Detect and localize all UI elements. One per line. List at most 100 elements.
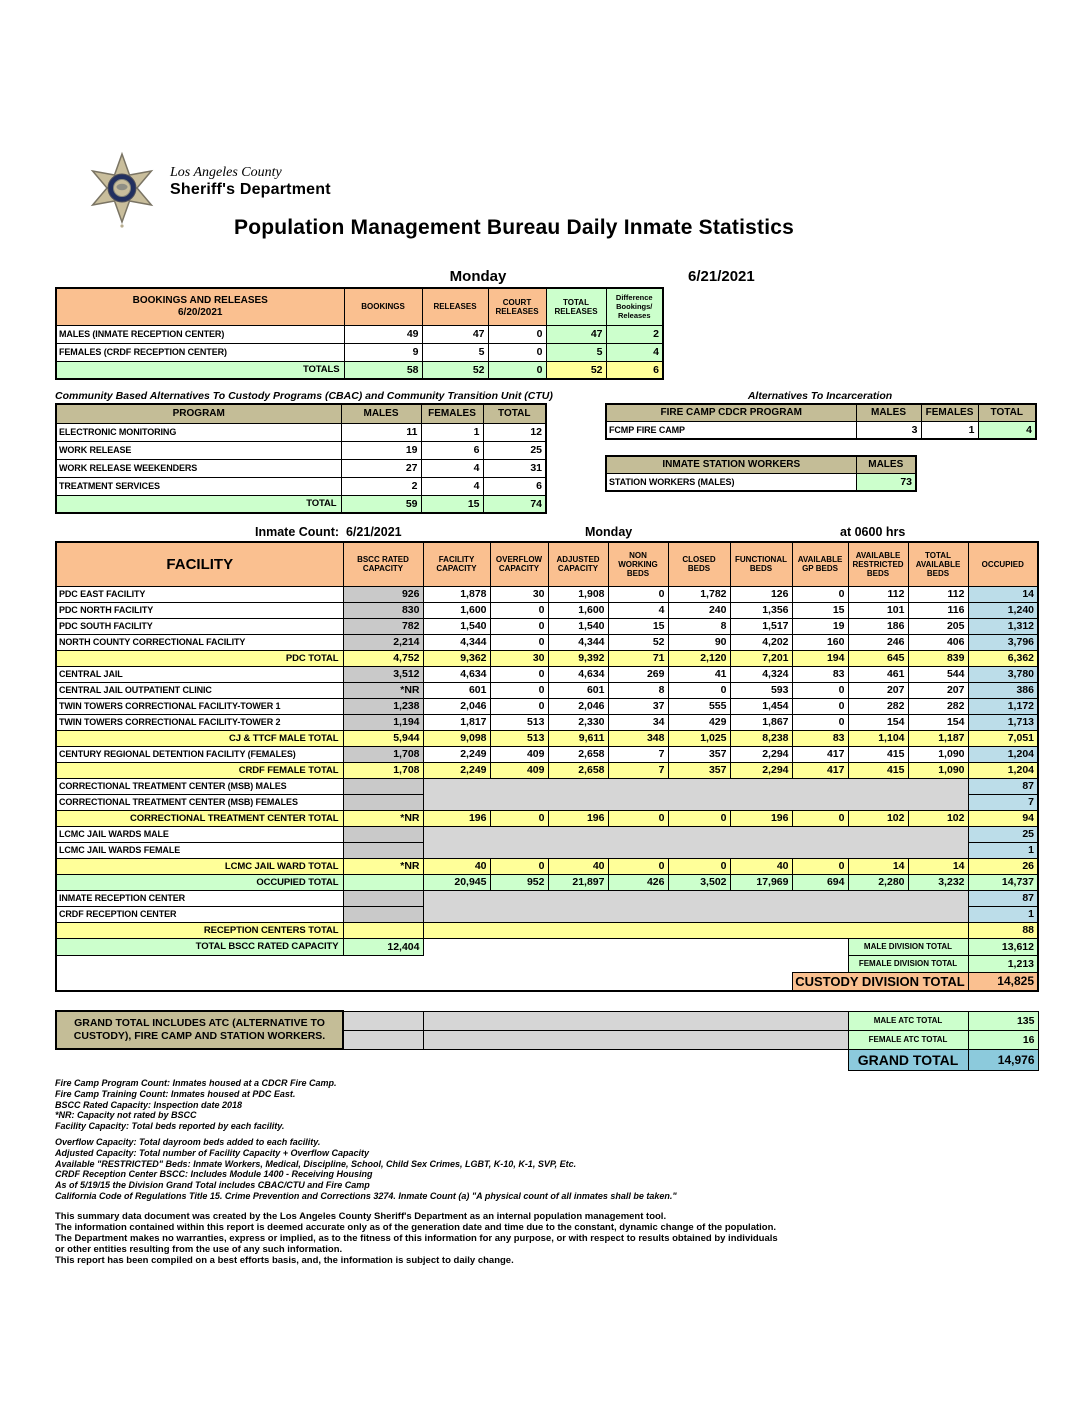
cbac-row: ELECTRONIC MONITORING 11 1 12 [55, 422, 547, 442]
cell [422, 921, 969, 939]
spacer [56, 972, 792, 991]
cell: 31 [482, 458, 547, 478]
cbac-section: PROGRAM MALES FEMALES TOTAL ELECTRONIC M… [55, 403, 547, 514]
cell: 126 [729, 585, 793, 603]
cell: 0 [791, 585, 849, 603]
facility-row: RECEPTION CENTERS TOTAL 88 [55, 921, 1039, 939]
col-releases: RELEASES [421, 287, 489, 326]
cell: 0 [667, 809, 731, 827]
cell: 0 [607, 585, 669, 603]
cell: 1,454 [729, 697, 793, 715]
cell: 0 [489, 633, 549, 651]
cell: 5 [421, 342, 489, 362]
cell: CENTRAL JAIL OUTPATIENT CLINIC [55, 681, 344, 699]
cbac-title: Community Based Alternatives To Custody … [55, 390, 553, 402]
facility-row: LCMC JAIL WARDS MALE 25 [55, 825, 1039, 859]
footnotes-group2: Overflow Capacity: Total dayroom beds ad… [55, 1137, 677, 1202]
cell: 116 [907, 601, 969, 619]
cell: 0 [489, 617, 549, 635]
col-available-gp: AVAILABLE GP BEDS [791, 541, 849, 587]
cell: 4,202 [729, 633, 793, 651]
cell: PDC EAST FACILITY [55, 585, 344, 603]
bscc-total-label: TOTAL BSCC RATED CAPACITY [55, 937, 344, 956]
grand-total-section: GRAND TOTAL INCLUDES ATC (ALTERNATIVE TO… [55, 1010, 1039, 1071]
col-bookings: BOOKINGS [343, 287, 423, 326]
cell: 357 [667, 745, 731, 763]
col-occupied: OCCUPIED [967, 541, 1039, 587]
cell: 6,362 [967, 649, 1039, 667]
cell: 0 [791, 857, 849, 875]
facility-row: CORRECTIONAL TREATMENT CENTER TOTAL *NR 19… [55, 809, 1039, 827]
text-line: California Code of Regulations Title 15.… [55, 1190, 677, 1201]
cell: 25 [967, 825, 1039, 843]
cell: 1,600 [547, 601, 609, 619]
cell [342, 793, 424, 811]
cell: CORRECTIONAL TREATMENT CENTER (MSB) FEMA… [55, 793, 344, 811]
cell: 246 [847, 633, 909, 651]
inmate-count-label: Inmate Count: 6/21/2021 [255, 525, 402, 539]
cell: 694 [791, 873, 849, 891]
cell: 0 [607, 857, 669, 875]
inmate-count-date: 6/21/2021 [345, 525, 402, 539]
cell: 207 [847, 681, 909, 699]
cell: 2,046 [547, 697, 609, 715]
grand-total-row: GRAND TOTAL 14,976 [56, 1048, 1039, 1071]
inmate-count-day: Monday [585, 525, 633, 539]
cell [342, 905, 424, 923]
facility-table-bottom: TOTAL BSCC RATED CAPACITY 12,404 MALE DI… [55, 937, 1039, 992]
cell: 4 [420, 476, 484, 496]
cell: 1,908 [547, 585, 609, 603]
cell: 386 [967, 681, 1039, 699]
cell: 0 [667, 857, 731, 875]
cell: 406 [907, 633, 969, 651]
cell: 112 [847, 585, 909, 603]
cell [342, 777, 424, 795]
cell: 207 [907, 681, 969, 699]
cell: 8 [607, 681, 669, 699]
cell: 15 [420, 494, 484, 514]
cell: 0 [791, 809, 849, 827]
facility-row: INMATE RECEPTION CENTER 87 [55, 889, 1039, 923]
text-line: *NR: Capacity not rated by BSCC [55, 1110, 197, 1121]
cell: 14 [847, 857, 909, 875]
cell: 4 [420, 458, 484, 478]
cell: 4 [605, 342, 664, 362]
cell: 0 [607, 809, 669, 827]
cell: 6 [605, 360, 664, 380]
cell [342, 841, 424, 859]
cell: 94 [967, 809, 1039, 827]
ati-title: Alternatives To Incarceration [747, 390, 893, 402]
cell: 409 [489, 761, 549, 779]
cell: TWIN TOWERS CORRECTIONAL FACILITY-TOWER … [55, 697, 344, 715]
fire-camp-table: FIRE CAMP CDCR PROGRAM MALES FEMALES TOT… [605, 403, 1037, 440]
cell: TWIN TOWERS CORRECTIONAL FACILITY-TOWER … [55, 713, 344, 731]
cell: 37 [607, 697, 669, 715]
col-males: MALES [855, 455, 917, 474]
cell: 1,240 [967, 601, 1039, 619]
facility-row: CENTURY REGIONAL DETENTION FACILITY (FEM… [55, 745, 1039, 763]
cell: 926 [342, 585, 424, 603]
cell: 52 [545, 360, 607, 380]
grand-total-note: GRAND TOTAL INCLUDES ATC (ALTERNATIVE TO… [55, 1010, 344, 1050]
cell: OCCUPIED TOTAL [55, 873, 344, 891]
cell: 1,600 [422, 601, 491, 619]
cell: 196 [729, 809, 793, 827]
facility-table: FACILITY BSCC RATED CAPACITY FACILITY CA… [55, 541, 1039, 992]
cell: 426 [607, 873, 669, 891]
cell: 9,392 [547, 649, 609, 667]
cell: 4,634 [422, 665, 491, 683]
logo-county: Los Angeles County [170, 165, 282, 180]
col-total: TOTAL [482, 403, 547, 424]
cell: CORRECTIONAL TREATMENT CENTER TOTAL [55, 809, 344, 827]
cell: 6 [420, 440, 484, 460]
cell: LCMC JAIL WARDS FEMALE [55, 841, 344, 859]
cell: NORTH COUNTY CORRECTIONAL FACILITY [55, 633, 344, 651]
cell: *NR [342, 857, 424, 875]
cell: LCMC JAIL WARD TOTAL [55, 857, 344, 875]
cell: 1,817 [422, 713, 491, 731]
cell: 4 [977, 420, 1037, 440]
male-division-value: 13,612 [967, 937, 1039, 956]
custody-division-value: 14,825 [967, 971, 1039, 992]
cbac-row: TREATMENT SERVICES 2 4 6 [55, 476, 547, 496]
cell: 1,782 [667, 585, 731, 603]
